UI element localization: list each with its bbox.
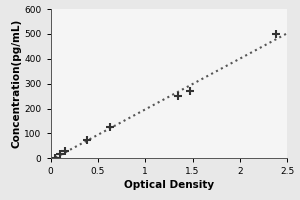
Y-axis label: Concentration(pg/mL): Concentration(pg/mL): [12, 19, 22, 148]
X-axis label: Optical Density: Optical Density: [124, 180, 214, 190]
